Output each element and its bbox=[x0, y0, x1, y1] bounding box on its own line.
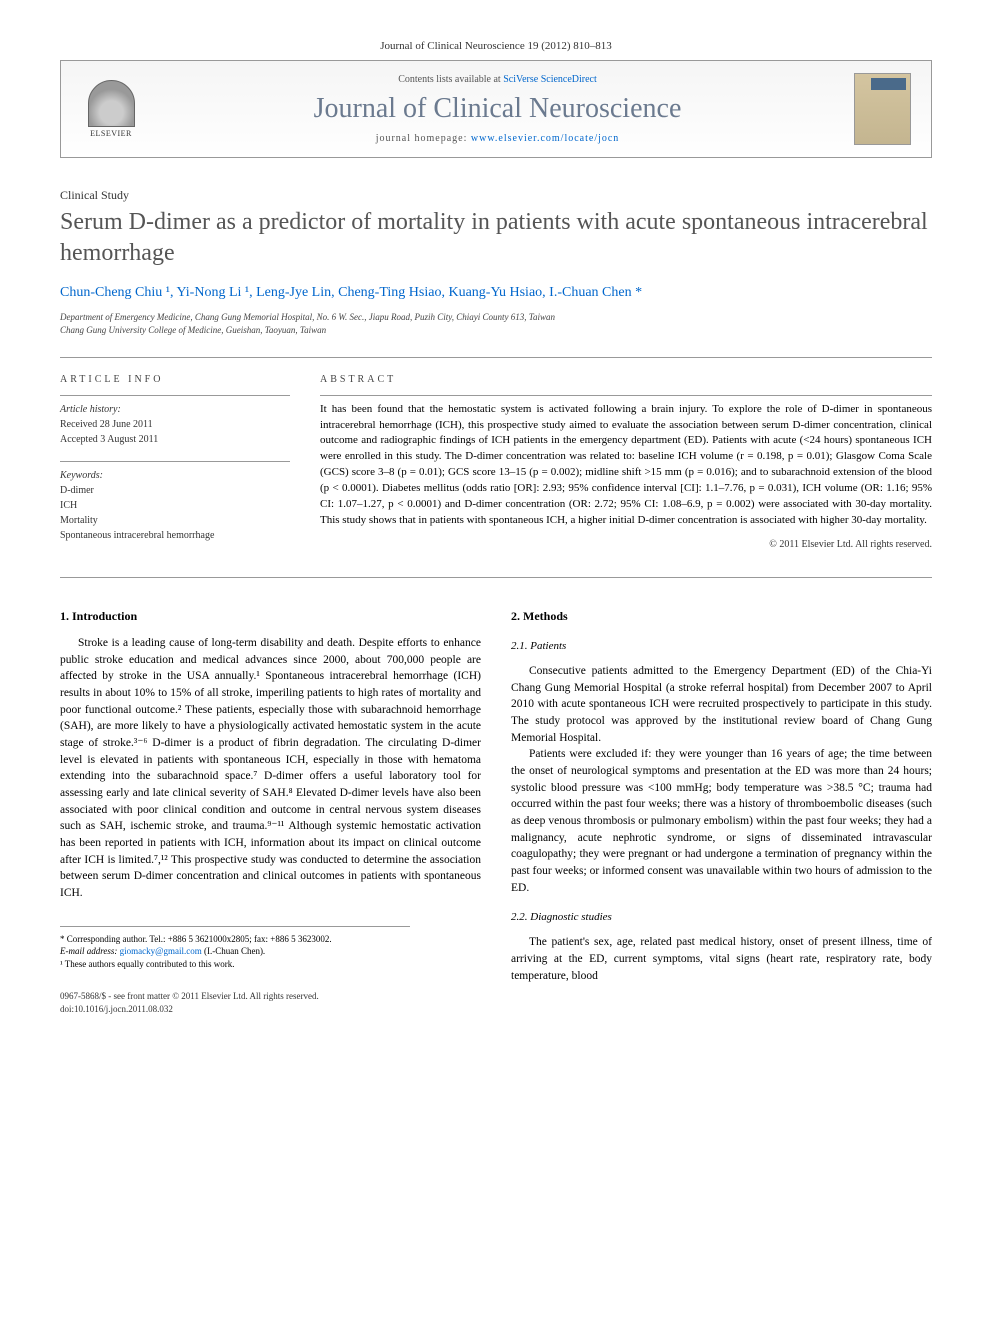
footnotes-block: * Corresponding author. Tel.: +886 5 362… bbox=[60, 926, 410, 971]
abstract-heading: ABSTRACT bbox=[320, 374, 932, 385]
authors-line: Chun-Cheng Chiu ¹, Yi-Nong Li ¹, Leng-Jy… bbox=[60, 285, 932, 301]
introduction-paragraph: Stroke is a leading cause of long-term d… bbox=[60, 635, 481, 902]
divider bbox=[60, 357, 932, 358]
email-line: E-mail address: giomacky@gmail.com (I.-C… bbox=[60, 945, 410, 958]
right-body-column: 2. Methods 2.1. Patients Consecutive pat… bbox=[511, 608, 932, 1016]
methods-heading: 2. Methods bbox=[511, 608, 932, 625]
email-link[interactable]: giomacky@gmail.com bbox=[120, 946, 202, 956]
diagnostic-subheading: 2.2. Diagnostic studies bbox=[511, 910, 932, 926]
patients-subheading: 2.1. Patients bbox=[511, 639, 932, 655]
article-history-block: Article history: Received 28 June 2011 A… bbox=[60, 395, 290, 447]
doi-line: doi:10.1016/j.jocn.2011.08.032 bbox=[60, 1003, 481, 1016]
journal-reference: Journal of Clinical Neuroscience 19 (201… bbox=[60, 40, 932, 52]
contents-available-text: Contents lists available at SciVerse Sci… bbox=[141, 74, 854, 85]
article-type: Clinical Study bbox=[60, 188, 932, 203]
divider bbox=[60, 577, 932, 578]
article-info-column: ARTICLE INFO Article history: Received 2… bbox=[60, 374, 290, 557]
journal-header-box: ELSEVIER Contents lists available at Sci… bbox=[60, 60, 932, 158]
left-body-column: 1. Introduction Stroke is a leading caus… bbox=[60, 608, 481, 1016]
equal-contribution-note: ¹ These authors equally contributed to t… bbox=[60, 958, 410, 971]
article-info-heading: ARTICLE INFO bbox=[60, 374, 290, 385]
elsevier-logo: ELSEVIER bbox=[81, 74, 141, 144]
elsevier-label: ELSEVIER bbox=[90, 129, 132, 138]
abstract-copyright: © 2011 Elsevier Ltd. All rights reserved… bbox=[320, 539, 932, 550]
patients-paragraph-2: Patients were excluded if: they were you… bbox=[511, 746, 932, 896]
elsevier-tree-icon bbox=[88, 80, 135, 127]
patients-paragraph-1: Consecutive patients admitted to the Eme… bbox=[511, 663, 932, 746]
introduction-heading: 1. Introduction bbox=[60, 608, 481, 625]
homepage-link[interactable]: www.elsevier.com/locate/jocn bbox=[471, 133, 619, 144]
journal-homepage: journal homepage: www.elsevier.com/locat… bbox=[141, 133, 854, 144]
diagnostic-paragraph-1: The patient's sex, age, related past med… bbox=[511, 934, 932, 984]
sciverse-link[interactable]: SciVerse ScienceDirect bbox=[503, 74, 597, 85]
abstract-text: It has been found that the hemostatic sy… bbox=[320, 395, 932, 530]
abstract-column: ABSTRACT It has been found that the hemo… bbox=[320, 374, 932, 557]
keywords-block: Keywords: D-dimer ICH Mortality Spontane… bbox=[60, 461, 290, 543]
issn-line: 0967-5868/$ - see front matter © 2011 El… bbox=[60, 990, 481, 1003]
journal-title: Journal of Clinical Neuroscience bbox=[141, 93, 854, 125]
article-title: Serum D-dimer as a predictor of mortalit… bbox=[60, 207, 932, 269]
journal-cover-thumbnail bbox=[854, 73, 911, 145]
affiliations: Department of Emergency Medicine, Chang … bbox=[60, 311, 932, 336]
corresponding-author-note: * Corresponding author. Tel.: +886 5 362… bbox=[60, 933, 410, 946]
